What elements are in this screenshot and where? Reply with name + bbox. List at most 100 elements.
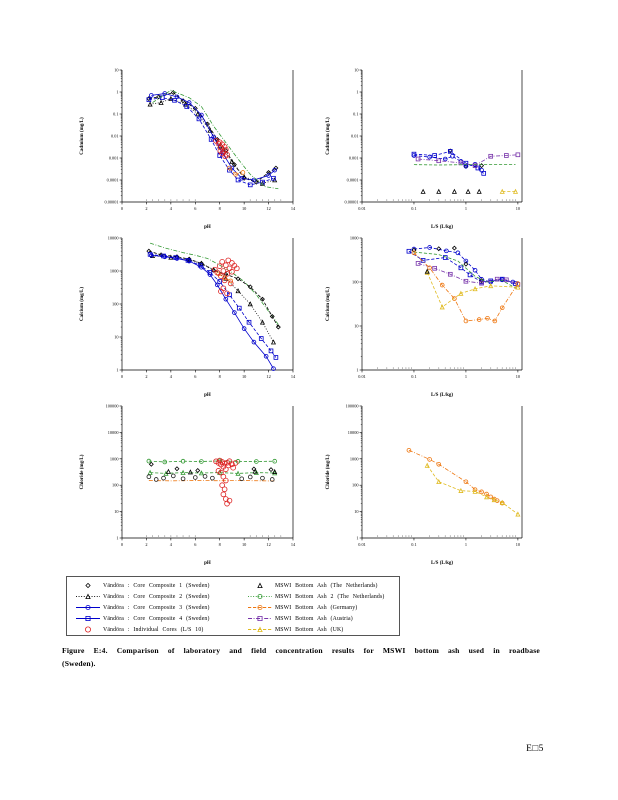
legend-marker-netherlands-2-icon: [248, 594, 272, 599]
legend-label: MSWI Bottom Ash (UK): [275, 626, 344, 633]
legend-item: MSWI Bottom Ash 2 (The Netherlands): [245, 591, 395, 602]
svg-text:10: 10: [516, 206, 520, 211]
svg-text:8: 8: [219, 374, 221, 379]
svg-text:1: 1: [465, 542, 467, 547]
page-number: E□5: [526, 744, 544, 754]
svg-text:0: 0: [121, 374, 123, 379]
svg-text:10: 10: [114, 335, 118, 340]
svg-text:10: 10: [354, 68, 358, 73]
svg-text:0.001: 0.001: [349, 156, 359, 161]
svg-text:1: 1: [356, 536, 358, 541]
svg-text:10: 10: [242, 542, 246, 547]
svg-text:10: 10: [242, 206, 246, 211]
svg-text:1: 1: [116, 536, 118, 541]
svg-text:0.1: 0.1: [411, 206, 416, 211]
legend-marker-germany-icon: [248, 605, 272, 610]
svg-text:10: 10: [114, 68, 118, 73]
legend-marker-core-composite-4-icon: [76, 616, 100, 621]
svg-text:10: 10: [516, 542, 520, 547]
svg-text:1: 1: [356, 368, 358, 373]
legend-label: Vändöra : Core Composite 1 (Sweden): [103, 582, 210, 589]
chart-cadmium-vs-ph: 0.00001 0.0001 0.001 0.01 0.1 1 10 0 2 4 6 8 10 12 14 p…: [72, 64, 307, 232]
legend-label: Vändöra : Core Composite 4 (Sweden): [103, 615, 210, 622]
svg-text:0.00001: 0.00001: [345, 200, 359, 205]
chart-chloride-vs-ph: 1 10 100 1000 10000 100000 0 2 4 6 8 10 12 14 pH Chlori…: [72, 400, 307, 568]
legend-marker-netherlands-icon: [257, 582, 263, 588]
svg-text:0.0001: 0.0001: [107, 178, 119, 183]
legend-label: MSWI Bottom Ash (The Netherlands): [275, 582, 378, 589]
svg-text:2: 2: [145, 374, 147, 379]
svg-text:2: 2: [145, 542, 147, 547]
svg-text:1: 1: [465, 374, 467, 379]
svg-text:pH: pH: [204, 561, 211, 566]
svg-text:100: 100: [112, 302, 118, 307]
svg-text:0: 0: [121, 542, 123, 547]
svg-text:10: 10: [114, 509, 118, 514]
svg-text:0.1: 0.1: [411, 374, 416, 379]
svg-text:0.0001: 0.0001: [347, 178, 359, 183]
legend-label: MSWI Bottom Ash (Austria): [275, 615, 353, 622]
svg-text:0.01: 0.01: [358, 206, 366, 211]
svg-text:6: 6: [194, 206, 197, 211]
legend-item: MSWI Bottom Ash (UK): [245, 624, 395, 635]
svg-text:1: 1: [116, 368, 118, 373]
svg-text:10: 10: [354, 509, 358, 514]
svg-text:0.1: 0.1: [411, 542, 416, 547]
svg-text:100000: 100000: [106, 404, 119, 409]
svg-text:4: 4: [170, 206, 173, 211]
svg-text:1: 1: [116, 90, 118, 95]
svg-text:Cadmium (mg/L): Cadmium (mg/L): [80, 117, 85, 155]
svg-text:14: 14: [291, 374, 296, 379]
legend-item: MSWI Bottom Ash (The Netherlands): [245, 580, 395, 591]
svg-text:12: 12: [266, 542, 270, 547]
chart-chloride-vs-ls: 1 10 100 1000 10000 100000 0.01 0.1 1 10 L/S (L/kg…: [318, 400, 534, 568]
legend-marker-uk-icon: [248, 626, 272, 632]
svg-text:1: 1: [465, 206, 467, 211]
svg-text:10: 10: [354, 324, 358, 329]
legend-marker-austria-icon: [248, 616, 272, 621]
legend-label: Vändöra : Core Composite 2 (Sweden): [103, 593, 210, 600]
figure-caption: Figure E:4. Comparison of laboratory and…: [62, 646, 540, 668]
svg-text:0.001: 0.001: [109, 156, 119, 161]
legend-item: MSWI Bottom Ash (Austria): [245, 613, 395, 624]
svg-text:1000: 1000: [110, 456, 119, 461]
legend-marker-core-composite-1-icon: [85, 582, 91, 589]
svg-text:1000: 1000: [350, 236, 359, 241]
legend-label: MSWI Bottom Ash (Germany): [275, 604, 358, 611]
svg-text:8: 8: [219, 542, 221, 547]
legend-label: Vändöra : Core Composite 3 (Sweden): [103, 604, 210, 611]
svg-text:1000: 1000: [350, 456, 359, 461]
legend-marker-core-composite-3-icon: [76, 605, 100, 610]
chart-calcium-vs-ls: 1 10 100 1000 0.01 0.1 1 10 L/S (L/kg) Calcium (m…: [318, 232, 534, 400]
svg-text:10: 10: [242, 374, 246, 379]
svg-text:0.01: 0.01: [111, 134, 119, 139]
svg-text:10000: 10000: [108, 430, 119, 435]
svg-text:0.01: 0.01: [358, 542, 366, 547]
chart-cadmium-vs-ls: 0.00001 0.0001 0.001 0.01 0.1 1 10 0.01 0.1 1 10 L/…: [318, 64, 534, 232]
svg-text:4: 4: [170, 374, 173, 379]
svg-text:0.00001: 0.00001: [105, 200, 119, 205]
svg-text:0.1: 0.1: [353, 112, 358, 117]
svg-text:Chloride (mg/L): Chloride (mg/L): [326, 454, 331, 489]
legend-item: Vändöra : Core Composite 2 (Sweden): [73, 591, 245, 602]
svg-text:L/S (L/kg): L/S (L/kg): [431, 561, 453, 566]
legend-marker-individual-cores-icon: [84, 626, 91, 633]
svg-text:6: 6: [194, 542, 197, 547]
svg-text:100000: 100000: [346, 404, 359, 409]
svg-text:0: 0: [121, 206, 123, 211]
legend-label: Vändöra : Individual Cores (L/S 10): [103, 626, 204, 633]
svg-text:6: 6: [194, 374, 197, 379]
svg-text:100: 100: [112, 483, 118, 488]
legend-item: Vändöra : Individual Cores (L/S 10): [73, 624, 245, 635]
legend-item: Vändöra : Core Composite 3 (Sweden): [73, 602, 245, 613]
svg-text:100: 100: [352, 280, 358, 285]
svg-text:10000: 10000: [348, 430, 359, 435]
svg-text:10: 10: [516, 374, 520, 379]
legend-marker-core-composite-2-icon: [76, 593, 100, 599]
svg-text:12: 12: [266, 206, 270, 211]
svg-text:pH: pH: [204, 393, 211, 398]
svg-text:12: 12: [266, 374, 270, 379]
svg-text:1000: 1000: [110, 269, 119, 274]
svg-text:1: 1: [356, 90, 358, 95]
